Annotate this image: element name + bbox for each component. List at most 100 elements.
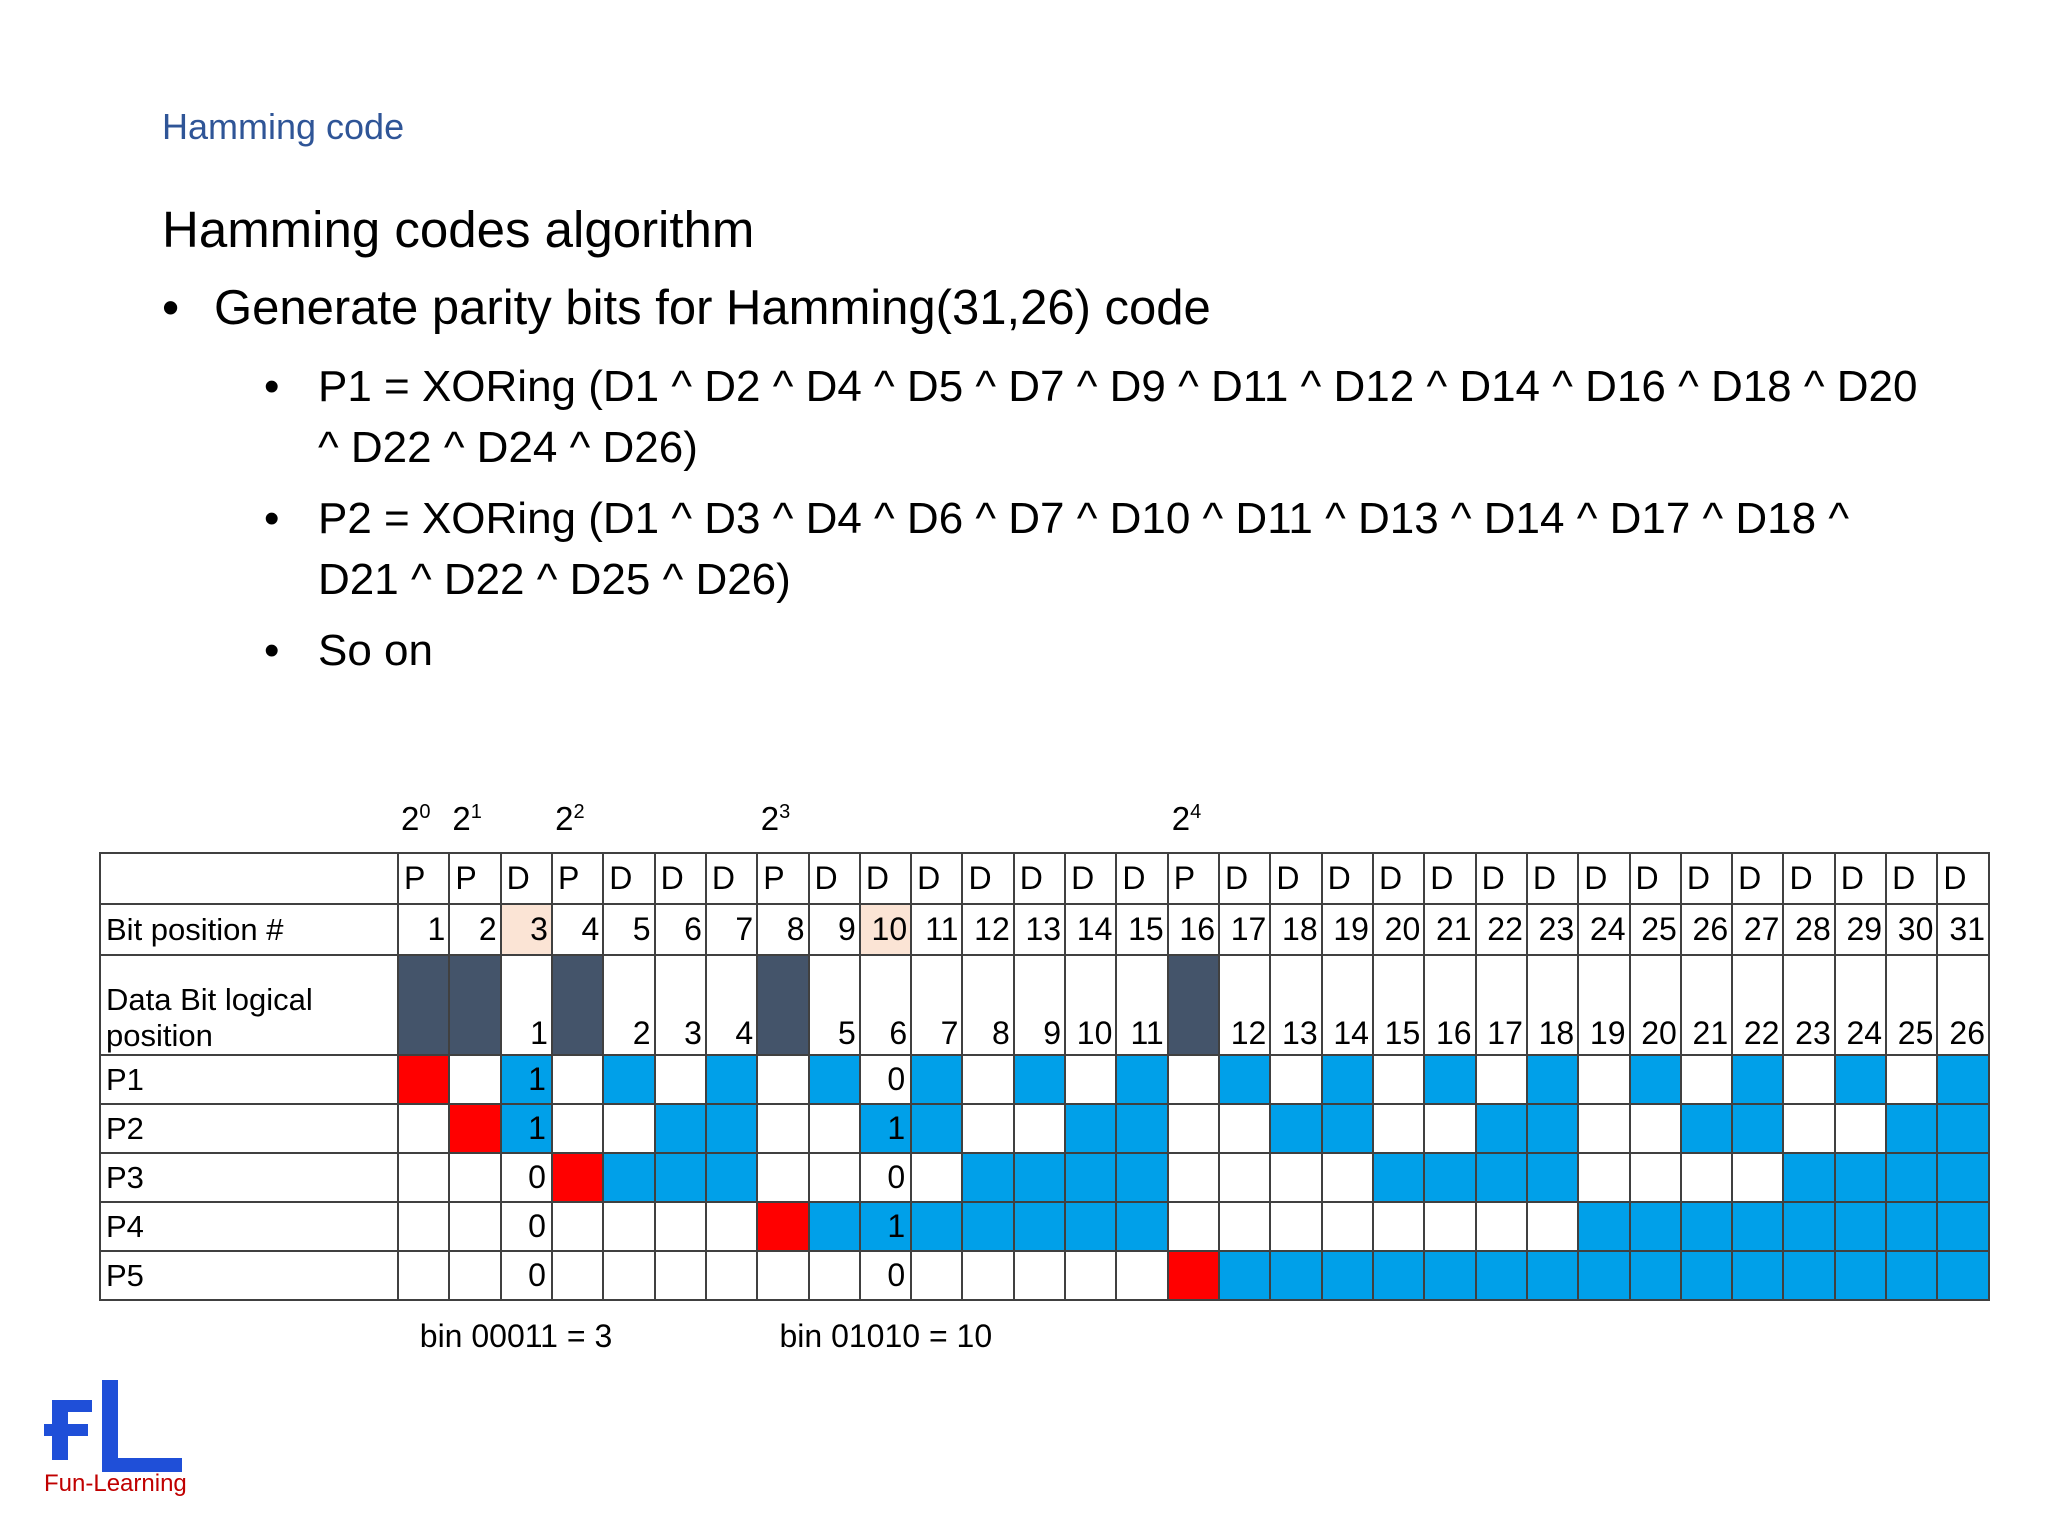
binary-note: bin 01010 = 10: [779, 1318, 993, 1354]
row-label: P2: [99, 1103, 399, 1154]
empty-cell: [1217, 1103, 1272, 1154]
bit-type-cell: D: [1012, 852, 1067, 905]
binary-digit-cell: 0: [499, 1152, 553, 1203]
covered-bit-cell: [1012, 1201, 1067, 1252]
reserved-parity-cell: [396, 954, 451, 1056]
parity-bit-cell: [396, 1054, 451, 1105]
row-label: P1: [99, 1054, 399, 1105]
bit-type-cell: D: [807, 852, 861, 905]
empty-cell: [1166, 1054, 1221, 1105]
covered-bit-cell: [1115, 1152, 1169, 1203]
logical-position-cell: 22: [1731, 954, 1785, 1056]
bit-type-cell: D: [961, 852, 1015, 905]
covered-bit-cell: [1628, 1201, 1682, 1252]
empty-cell: [448, 1152, 502, 1203]
empty-cell: [1628, 1103, 1682, 1154]
bit-position-cell: 29: [1833, 903, 1888, 956]
empty-cell: [961, 1103, 1015, 1154]
covered-bit-cell: [910, 1201, 964, 1252]
covered-bit-cell: [1885, 1103, 1939, 1154]
fun-learning-logo: [44, 1380, 182, 1472]
bit-position-cell: 25: [1628, 903, 1682, 956]
power-base: 2: [555, 800, 574, 837]
covered-bit-cell: [1782, 1152, 1836, 1203]
empty-cell: [961, 1250, 1015, 1301]
covered-bit-cell: [910, 1103, 964, 1154]
reserved-parity-cell: [756, 954, 810, 1056]
empty-cell: [910, 1152, 964, 1203]
empty-cell: [653, 1201, 707, 1252]
empty-cell: [1577, 1152, 1631, 1203]
covered-bit-cell: [961, 1201, 1015, 1252]
covered-bit-cell: [1833, 1250, 1888, 1301]
bit-position-cell: 12: [961, 903, 1015, 956]
empty-cell: [396, 1103, 451, 1154]
bit-type-cell: D: [858, 852, 913, 905]
empty-cell: [756, 1250, 810, 1301]
bit-type-cell: P: [448, 852, 502, 905]
covered-bit-cell: [1833, 1201, 1888, 1252]
parity-bit-cell: [448, 1103, 502, 1154]
bit-type-cell: D: [1064, 852, 1118, 905]
empty-cell: [1423, 1103, 1477, 1154]
empty-cell: [756, 1054, 810, 1105]
covered-bit-cell: [1269, 1250, 1323, 1301]
empty-cell: [550, 1201, 605, 1252]
parity-bit-cell: [550, 1152, 605, 1203]
covered-bit-cell: [653, 1103, 707, 1154]
bit-position-row: Bit position #1 2 3 4 5 6 7 8 9 10 11 12 13 14 15 16 17 1…: [99, 903, 1990, 956]
covered-bit-cell: [1885, 1250, 1939, 1301]
binary-digit-cell: 0: [858, 1152, 913, 1203]
logical-position-cell: 24: [1833, 954, 1888, 1056]
bit-type-cell: D: [1269, 852, 1323, 905]
covered-bit-cell: [1012, 1152, 1067, 1203]
bit-position-cell: 31: [1936, 903, 1990, 956]
parity-row-p3: P3 0 0: [99, 1152, 1990, 1203]
covered-bit-cell: [602, 1152, 656, 1203]
covered-bit-cell: [1525, 1250, 1580, 1301]
covered-bit-cell: [1217, 1054, 1272, 1105]
empty-cell: [448, 1250, 502, 1301]
logical-position-cell: 25: [1885, 954, 1939, 1056]
bit-type-cell: D: [1936, 852, 1990, 905]
bit-position-cell: 14: [1064, 903, 1118, 956]
empty-cell: [1371, 1201, 1426, 1252]
logical-position-cell: 19: [1577, 954, 1631, 1056]
bit-type-cell: D: [1833, 852, 1888, 905]
covered-bit-cell: [704, 1103, 759, 1154]
empty-cell: [1012, 1103, 1067, 1154]
covered-bit-cell: [1423, 1250, 1477, 1301]
empty-cell: [1166, 1152, 1221, 1203]
covered-bit-cell: [1731, 1250, 1785, 1301]
covered-bit-cell: [807, 1201, 861, 1252]
binary-digit-cell: 0: [858, 1054, 913, 1105]
empty-cell: [1269, 1201, 1323, 1252]
logical-position-cell: 16: [1423, 954, 1477, 1056]
power-base: 2: [760, 800, 780, 837]
bit-type-cell: D: [1115, 852, 1169, 905]
covered-bit-cell: [1012, 1054, 1067, 1105]
covered-bit-cell: [1115, 1054, 1169, 1105]
covered-bit-cell: [1936, 1152, 1990, 1203]
logical-position-cell: 3: [653, 954, 707, 1056]
bit-position-cell: 7: [704, 903, 759, 956]
empty-cell: [1064, 1054, 1118, 1105]
bit-type-cell: P: [550, 852, 605, 905]
empty-cell: [807, 1152, 861, 1203]
empty-cell: [1577, 1103, 1631, 1154]
bit-position-cell: 28: [1782, 903, 1836, 956]
covered-bit-cell: [1628, 1054, 1682, 1105]
sub-bullet-text: So on: [318, 626, 433, 675]
empty-cell: [807, 1103, 861, 1154]
covered-bit-cell: [1474, 1152, 1528, 1203]
bit-type-cell: D: [1577, 852, 1631, 905]
covered-bit-cell: [704, 1152, 759, 1203]
power-of-two-label: 21: [452, 800, 481, 838]
reserved-parity-cell: [550, 954, 605, 1056]
bit-type-cell: D: [910, 852, 964, 905]
covered-bit-cell: [1064, 1152, 1118, 1203]
empty-cell: [910, 1250, 964, 1301]
covered-bit-cell: [1064, 1201, 1118, 1252]
bit-position-cell: 20: [1371, 903, 1426, 956]
